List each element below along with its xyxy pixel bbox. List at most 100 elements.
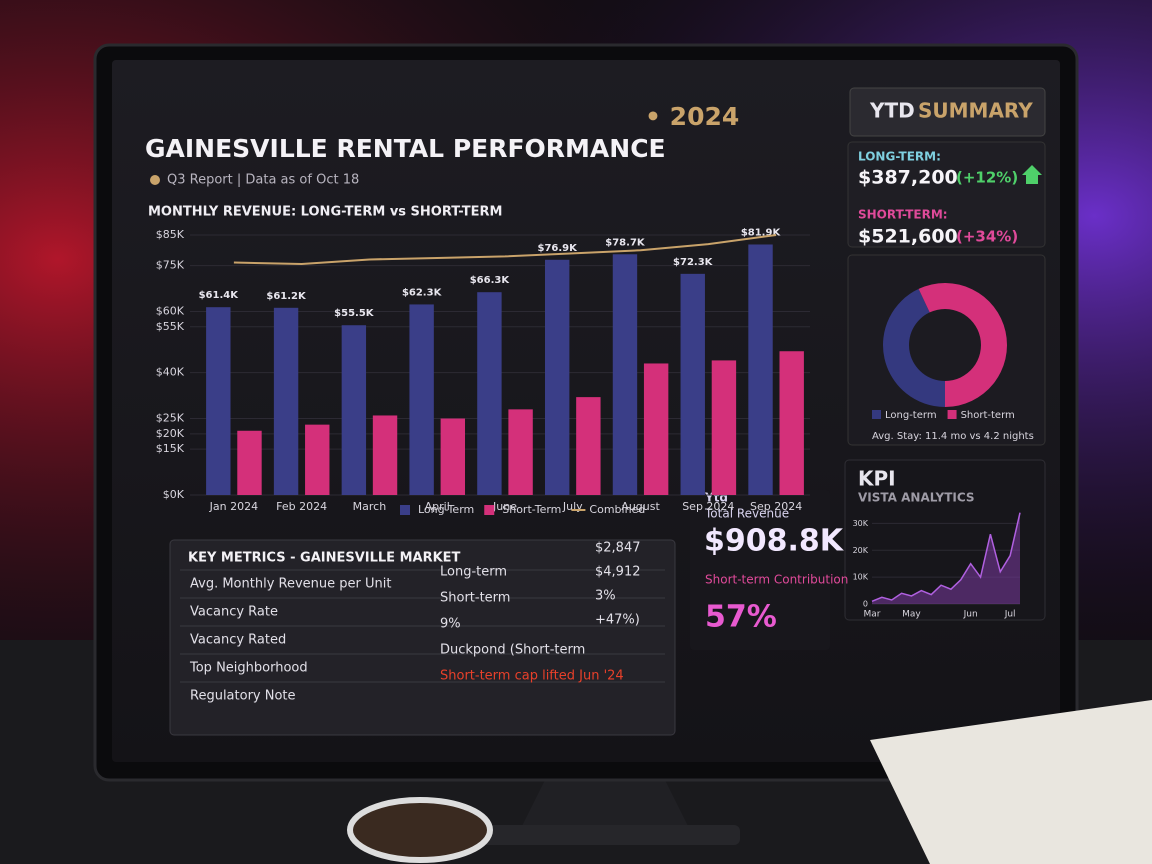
metric-label: Vacancy Rated — [190, 633, 286, 648]
x-tick-label: June — [492, 500, 517, 513]
value-label: $76.9K — [537, 243, 578, 254]
value-label: $62.3K — [402, 287, 443, 298]
value-label: $61.4K — [199, 290, 240, 301]
x-tick-label: August — [621, 500, 660, 513]
metric-label: Regulatory Note — [190, 689, 296, 704]
ytd-title-accent: SUMMARY — [918, 99, 1033, 123]
contribution-value: 57% — [705, 600, 777, 635]
location-icon — [150, 175, 160, 185]
bar — [576, 397, 601, 495]
bar — [372, 415, 398, 495]
metric-col3: $2,847 — [595, 541, 641, 556]
bar — [273, 307, 299, 495]
header-year: • 2024 — [645, 102, 739, 131]
metric-col2: Short-term — [440, 591, 510, 606]
metric-label: Vacancy Rate — [190, 605, 278, 620]
home-icon — [1022, 165, 1042, 184]
metric-label: Top Neighborhood — [189, 661, 308, 676]
y-tick-label: $25K — [156, 412, 185, 425]
bar — [612, 254, 638, 495]
bar — [305, 424, 330, 495]
paper — [870, 700, 1152, 864]
x-tick-label: Feb 2024 — [276, 500, 327, 513]
long-label: LONG-TERM: — [858, 150, 941, 164]
metric-label: Avg. Monthly Revenue per Unit — [190, 577, 391, 592]
bar — [779, 351, 804, 495]
value-label: $81.9K — [741, 227, 782, 238]
legend-label: Long-term — [885, 410, 937, 421]
legend-swatch — [947, 410, 957, 419]
metric-col3: +47%) — [595, 613, 640, 628]
x-tick-label: Sep 2024 — [682, 500, 734, 513]
metrics-title: KEY METRICS - GAINESVILLE MARKET — [188, 551, 461, 566]
bar — [544, 259, 570, 495]
y-tick-label: $75K — [156, 259, 185, 272]
y-tick-label: 20K — [853, 546, 869, 555]
ytd-title: YTD — [869, 99, 915, 123]
x-tick-label: Sep 2024 — [750, 500, 802, 513]
bar — [341, 325, 367, 495]
header-title: GAINESVILLE RENTAL PERFORMANCE — [145, 134, 666, 163]
legend-label: Combined — [589, 503, 645, 516]
short-label: SHORT-TERM: — [858, 208, 948, 222]
monitor-base — [470, 825, 740, 845]
y-tick-label: $40K — [156, 366, 185, 379]
legend-swatch — [484, 505, 495, 515]
y-tick-label: $85K — [156, 228, 185, 241]
x-tick-label: May — [902, 610, 921, 620]
totals-label: Total Revenue — [704, 507, 789, 521]
legend-label: Long-Term — [418, 503, 474, 516]
ytd-panel — [847, 141, 1046, 248]
totals-panel — [690, 490, 830, 650]
x-tick-label: Mar — [864, 610, 881, 620]
area-line — [871, 512, 1021, 603]
bar — [508, 409, 533, 495]
y-tick-label: $0K — [163, 488, 185, 501]
header-subtitle: Q3 Report | Data as of Oct 18 — [167, 173, 359, 188]
y-tick-label: $20K — [156, 427, 185, 440]
y-tick-label: 0 — [863, 600, 868, 609]
kpi-subtitle: VISTA ANALYTICS — [858, 491, 975, 505]
metrics-table: Avg. Monthly Revenue per Unit Vacancy Rat… — [180, 541, 665, 704]
line-series — [233, 234, 777, 266]
x-tick-label: Jul — [1004, 610, 1016, 620]
value-label: $72.3K — [673, 257, 714, 268]
long-value: $387,200 — [858, 167, 958, 189]
donut-note: Avg. Stay: 11.4 mo vs 4.2 nights — [872, 431, 1034, 442]
metrics-panel — [169, 539, 676, 736]
kpi-title: KPI — [858, 467, 896, 491]
long-change: (+12%) — [956, 169, 1018, 187]
metric-col2: Short-term cap lifted Jun '24 — [440, 669, 624, 684]
bar — [680, 273, 705, 495]
x-tick-label: July — [562, 500, 583, 513]
bar — [409, 304, 434, 495]
y-tick-label: 30K — [853, 519, 869, 528]
metric-col2: Duckpond (Short-term — [440, 643, 585, 658]
area-fill — [872, 512, 1020, 604]
totals-value: $908.8K — [704, 524, 845, 559]
donut-slice — [918, 283, 1007, 407]
legend-label: Short-term — [961, 410, 1015, 421]
y-tick-label: $15K — [156, 442, 185, 455]
y-tick-label: $55K — [156, 320, 185, 333]
value-label: $78.7K — [605, 237, 646, 248]
metric-col2: 9% — [440, 617, 461, 632]
bar — [440, 418, 466, 495]
value-label: $61.2K — [266, 291, 307, 302]
bar — [477, 292, 502, 495]
value-label: $55.5K — [334, 308, 375, 319]
metric-col3: 3% — [595, 589, 616, 604]
ytd-header — [849, 87, 1046, 137]
metric-col2: Long-term — [440, 565, 507, 580]
coffee-cup — [347, 797, 493, 863]
legend-swatch — [872, 410, 881, 419]
donut-panel — [847, 254, 1046, 446]
legend-swatch — [400, 505, 410, 515]
x-tick-label: Jan 2024 — [209, 500, 258, 513]
legend-label: Short-Term — [502, 503, 561, 516]
x-tick-label: April — [425, 500, 450, 513]
bar — [643, 363, 669, 495]
short-value: $521,600 — [858, 226, 958, 248]
